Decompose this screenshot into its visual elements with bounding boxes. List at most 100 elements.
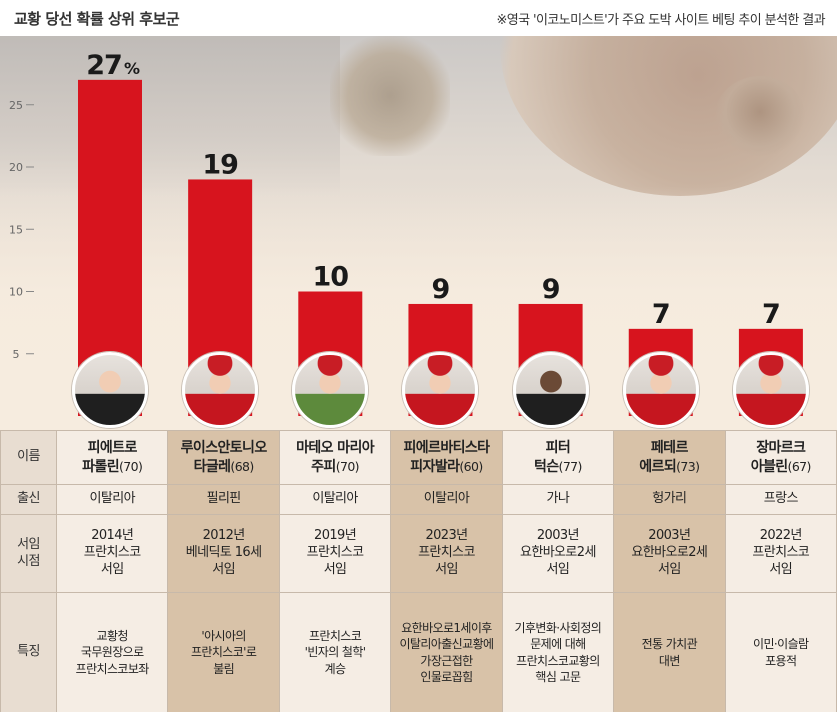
candidate-age: (68) [230, 458, 254, 474]
candidate-age: (70) [119, 458, 143, 474]
candidate-portrait [622, 352, 699, 428]
candidate-name-line2: 턱슨 [533, 458, 559, 475]
candidate-age: (67) [787, 458, 812, 474]
cell-line: 기후변화·사회정의 [514, 621, 602, 636]
candidate-name-line1: 피터 [545, 440, 571, 457]
candidate-name-line2: 에르되 [639, 458, 677, 475]
cell-line: 요한바오로2세 [631, 545, 708, 561]
cell-line: 2023년 [425, 528, 468, 544]
cell-line: 서임 [100, 561, 124, 577]
cell-line: 프란치스코 [418, 545, 475, 561]
candidate-name-line1: 피에트로 [87, 440, 138, 457]
table-cell: 프랑스 [724, 484, 837, 515]
table-cell: 프란치스코 '빈자의 철학' 계승 [278, 592, 392, 712]
table-cell: 요한바오로1세이후 이탈리아출신교황에 가장근접한 인물로꼽힘 [390, 592, 503, 712]
table-cell: 이탈리아 [390, 484, 503, 515]
cell-line: 프란치스코 [752, 545, 810, 561]
candidate-age: (73) [676, 458, 700, 474]
cell-line: 2003년 [536, 528, 580, 544]
table-cell: 2003년 요한바오로2세 서임 [501, 514, 615, 593]
candidate-name-line1: 루이스안토니오 [180, 440, 268, 457]
bar-value-label: 7 [652, 299, 670, 330]
cell-line: 베네딕토 16세 [185, 545, 262, 561]
candidate-name-line2: 피자발라 [410, 458, 460, 475]
cell-line: 포용적 [765, 653, 797, 668]
candidate-portrait [732, 352, 809, 428]
candidate-portrait [72, 352, 148, 428]
y-tick-label: 10 [9, 286, 23, 299]
cell-line: 핵심 고문 [535, 669, 581, 684]
chart-title: 교황 당선 확률 상위 후보군 [14, 9, 180, 28]
cell-line: 가장근접한 [420, 653, 473, 668]
background-small-dome [715, 76, 805, 156]
table-cell: 교황청 국무원장으로 프란치스코보좌 [55, 592, 169, 712]
candidate-age: (77) [558, 458, 583, 474]
table-cell: 2023년 프란치스코 서임 [390, 514, 503, 593]
table-cell: 2019년 프란치스코 서임 [278, 514, 392, 593]
table-cell: 마테오 마리아 주피(70) [278, 430, 392, 485]
table-row: 서임 시점 2014년 프란치스코 서임 2012년 베네딕토 16세 서임 2019년 프란치스… [0, 514, 837, 593]
table-cell: 헝가리 [613, 484, 726, 515]
table-row: 출신 이탈리아 필리핀 이탈리아 이탈리아 가나 헝가리 프랑스 [0, 484, 837, 515]
candidate-portrait [292, 352, 369, 428]
candidate-name-line2: 타글레 [193, 458, 231, 475]
cell-line: 국무원장으로 [80, 645, 144, 660]
candidate-name-line2: 아블린 [750, 458, 788, 475]
bar-value-label: 7 [762, 299, 780, 330]
cell-line: 프란치스코 [306, 545, 364, 561]
candidate-name-line1: 마테오 마리아 [296, 440, 375, 457]
header: 교황 당선 확률 상위 후보군 ※영국 '이코노미스트'가 주요 도박 사이트 … [0, 0, 837, 36]
cell-line: 서임 [657, 561, 681, 577]
table-cell: 루이스안토니오 타글레(68) [167, 430, 280, 485]
table-cell: '아시아의 프란치스코'로 불림 [167, 592, 280, 712]
cell-line: 서임 [17, 536, 40, 552]
candidate-age: (60) [459, 458, 483, 474]
y-tick-label: 5 [13, 348, 20, 361]
cell-line: '빈자의 철학' [304, 645, 366, 660]
cell-line: 계승 [324, 661, 346, 676]
bar-value-label: 9 [432, 274, 450, 305]
bar-value-label: 9 [542, 274, 560, 305]
bar-value-label: 27 [86, 50, 122, 81]
table-cell: 이탈리아 [55, 484, 169, 515]
cell-line: 시점 [17, 553, 40, 569]
bar-value-label: 10 [313, 262, 349, 293]
table-cell: 장마르크 아블린(67) [724, 430, 837, 485]
bar-value-label: 19 [202, 149, 238, 180]
cell-line: 교황청 [96, 629, 129, 644]
cell-line: 2012년 [202, 528, 246, 544]
candidate-age: (70) [335, 458, 360, 474]
cell-line: 요한바오로2세 [519, 545, 596, 561]
cell-line: 서임 [212, 561, 235, 577]
cell-line: 2019년 [314, 528, 357, 544]
cell-line: 서임 [769, 561, 793, 577]
cell-line: '아시아의 [201, 629, 246, 644]
candidate-name-line1: 피에르바티스타 [403, 440, 490, 457]
cell-line: 전통 가치관 [641, 637, 698, 652]
cell-line: 서임 [323, 561, 347, 577]
candidate-portrait [182, 352, 259, 428]
table-cell: 페테르 에르되(73) [613, 430, 726, 485]
cell-line: 프란치스코 [308, 629, 362, 644]
background-tree [330, 36, 450, 156]
table-cell: 가나 [501, 484, 615, 515]
table-cell: 2003년 요한바오로2세 서임 [613, 514, 726, 593]
table-cell: 2022년 프란치스코 서임 [724, 514, 837, 593]
table-cell: 피에트로 파롤린(70) [55, 430, 169, 485]
table-cell: 이민·이슬람 포용적 [724, 592, 837, 712]
table-cell: 이탈리아 [278, 484, 392, 515]
cell-line: 프란치스코보좌 [75, 661, 150, 676]
cell-line: 대변 [658, 653, 680, 668]
row-header: 출신 [0, 484, 57, 515]
cell-line: 서임 [546, 561, 570, 577]
cell-line: 2014년 [91, 528, 134, 544]
candidate-portrait [512, 352, 589, 428]
table-row: 특징 교황청 국무원장으로 프란치스코보좌 '아시아의 프란치스코'로 불림 프란치스코 '빈자… [0, 592, 837, 712]
table-row: 이름 피에트로 파롤린(70) 루이스안토니오 타글레(68) 마테오 마리아 주피(70)… [0, 430, 837, 485]
candidate-portrait [402, 352, 479, 428]
cell-line: 인물로꼽힘 [420, 669, 473, 684]
table-cell: 2014년 프란치스코 서임 [55, 514, 169, 593]
table-cell: 피에르바티스타 피자발라(60) [390, 430, 503, 485]
cell-line: 이탈리아출신교황에 [399, 637, 494, 652]
y-tick-label: 15 [9, 223, 23, 236]
